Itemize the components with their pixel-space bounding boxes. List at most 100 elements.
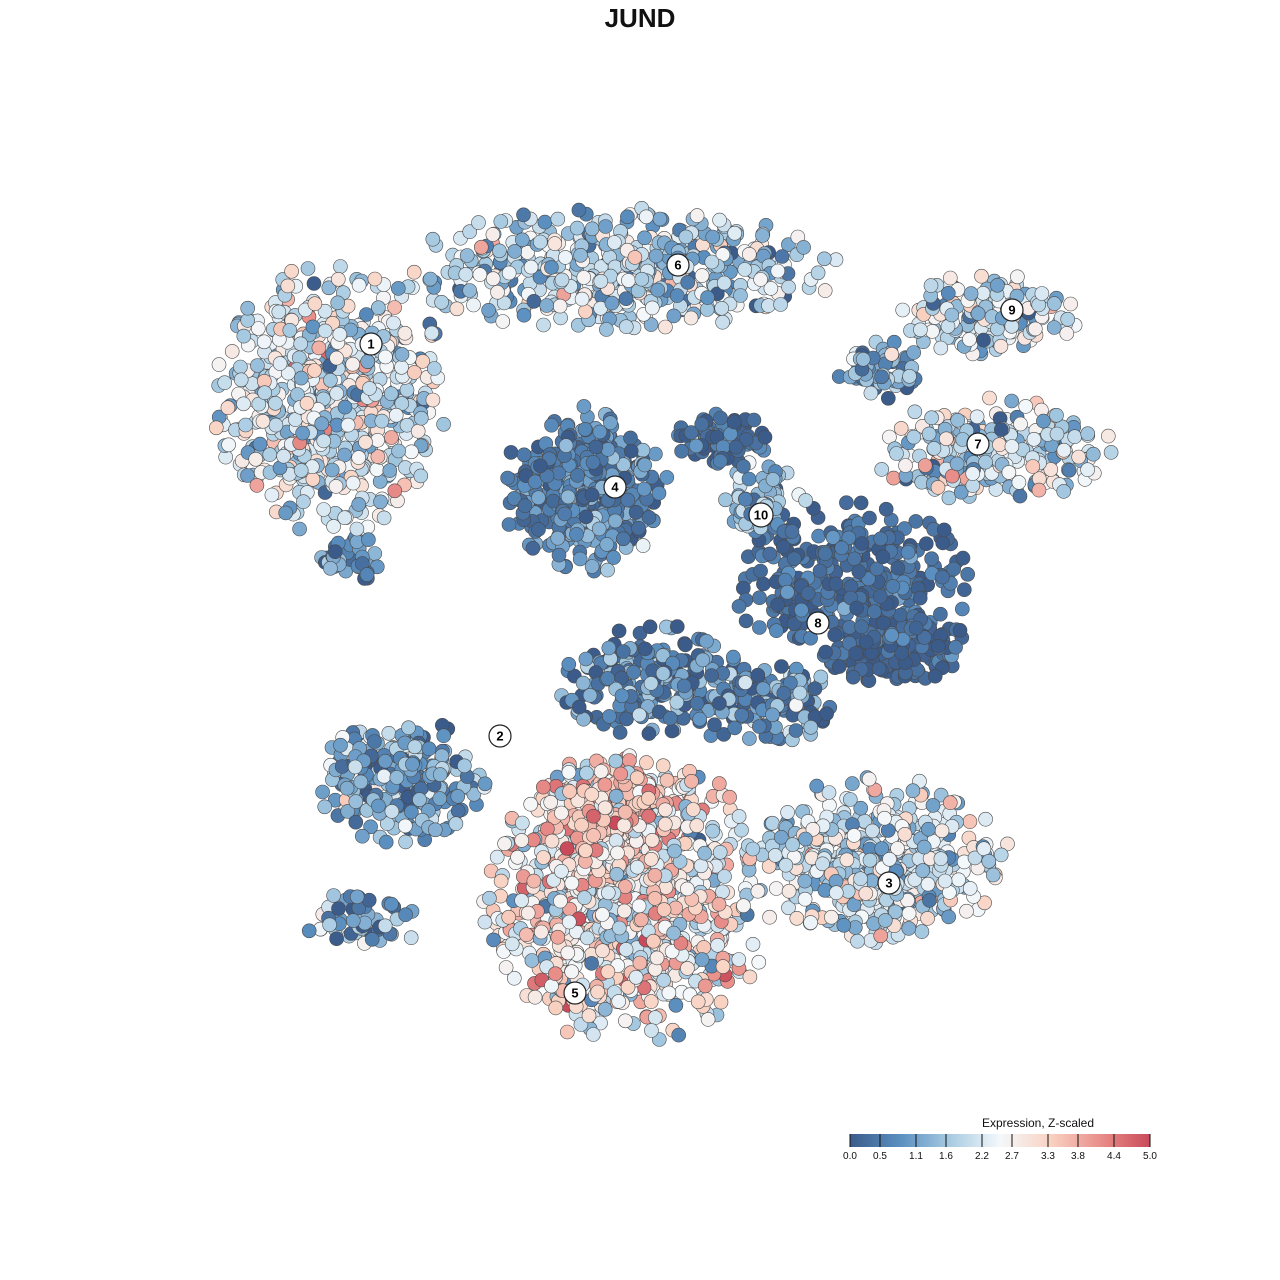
cell-point: [459, 248, 475, 263]
cell-point: [623, 430, 638, 446]
cell-point: [598, 219, 613, 234]
cell-point: [773, 297, 788, 312]
cell-point: [797, 873, 813, 889]
cell-point: [839, 852, 855, 868]
cell-point: [359, 567, 375, 582]
cell-point: [584, 487, 600, 503]
cell-point: [863, 385, 879, 401]
cell-point: [711, 896, 727, 912]
cell-point: [288, 412, 303, 427]
cell-point: [745, 841, 761, 857]
cell-point: [692, 711, 708, 727]
cell-point: [796, 240, 811, 255]
cell-point: [584, 221, 600, 237]
cell-point: [578, 509, 594, 525]
cell-point: [821, 785, 837, 800]
cell-point: [544, 417, 559, 433]
cell-point: [906, 429, 922, 445]
cell-point: [423, 271, 438, 287]
cell-point: [351, 277, 367, 293]
cell-point: [384, 804, 400, 819]
cell-point: [477, 914, 493, 930]
cell-point: [656, 902, 672, 917]
cell-point: [517, 498, 533, 514]
cell-point: [490, 284, 505, 300]
cell-point: [689, 208, 705, 223]
cell-point: [337, 399, 353, 415]
cell-point: [704, 668, 719, 683]
cell-point: [611, 623, 627, 639]
cell-point: [1031, 482, 1047, 498]
cell-point: [345, 356, 361, 372]
cell-point: [962, 881, 978, 896]
cell-point: [930, 480, 946, 495]
cell-point: [666, 308, 682, 324]
cell-point: [944, 307, 960, 323]
cell-point: [503, 445, 519, 460]
cell-point: [268, 417, 284, 433]
cell-point: [579, 765, 594, 781]
cell-point: [668, 997, 684, 1013]
cell-point: [436, 728, 452, 744]
cell-point: [775, 539, 791, 555]
cell-point: [458, 267, 474, 282]
cell-point: [648, 446, 663, 462]
cell-point: [558, 438, 574, 453]
cell-point: [425, 231, 441, 247]
cell-point: [361, 532, 376, 548]
cell-point: [595, 943, 610, 959]
cell-point: [694, 268, 710, 283]
cell-point: [674, 443, 689, 459]
cell-point: [705, 229, 721, 245]
cell-point: [256, 334, 272, 350]
cell-point: [684, 773, 699, 789]
cell-point: [570, 468, 585, 483]
cell-point: [220, 400, 236, 416]
cell-point: [922, 893, 937, 908]
cell-point: [824, 909, 839, 925]
cell-point: [941, 909, 957, 925]
cell-point: [311, 340, 327, 356]
cell-point: [652, 211, 668, 227]
cell-point: [642, 619, 658, 635]
cell-point: [569, 220, 585, 236]
cell-point: [803, 915, 818, 930]
cell-point: [667, 843, 682, 859]
cell-point: [784, 524, 800, 539]
cell-point: [982, 390, 997, 406]
cell-point: [608, 788, 624, 804]
cell-point: [713, 994, 729, 1010]
cell-point: [873, 928, 889, 944]
cell-point: [523, 796, 539, 812]
cell-point: [851, 564, 867, 579]
cell-point: [514, 833, 530, 848]
cell-point: [962, 814, 978, 829]
cell-point: [890, 560, 906, 576]
cell-point: [610, 845, 625, 861]
cell-point: [918, 536, 934, 552]
cell-point: [915, 863, 931, 878]
cell-point: [236, 396, 251, 412]
cell-point: [321, 280, 337, 296]
cell-point: [993, 847, 1009, 863]
cell-point: [880, 823, 896, 838]
cell-point: [761, 298, 776, 313]
cell-point: [262, 447, 278, 462]
cell-point: [211, 357, 227, 372]
cell-point: [712, 453, 728, 469]
cell-point: [812, 563, 828, 579]
cell-point: [756, 576, 771, 592]
cell-point: [326, 888, 341, 903]
cell-point: [448, 816, 464, 832]
cell-point: [500, 470, 515, 486]
cell-point: [333, 259, 348, 274]
cell-point: [333, 737, 348, 753]
cell-point: [778, 857, 794, 873]
cell-point: [363, 819, 378, 835]
cell-point: [658, 319, 673, 335]
cell-point: [638, 209, 654, 225]
cell-point: [576, 270, 592, 285]
cell-point: [1049, 407, 1064, 423]
cell-point: [301, 923, 317, 939]
cell-point: [725, 649, 741, 665]
